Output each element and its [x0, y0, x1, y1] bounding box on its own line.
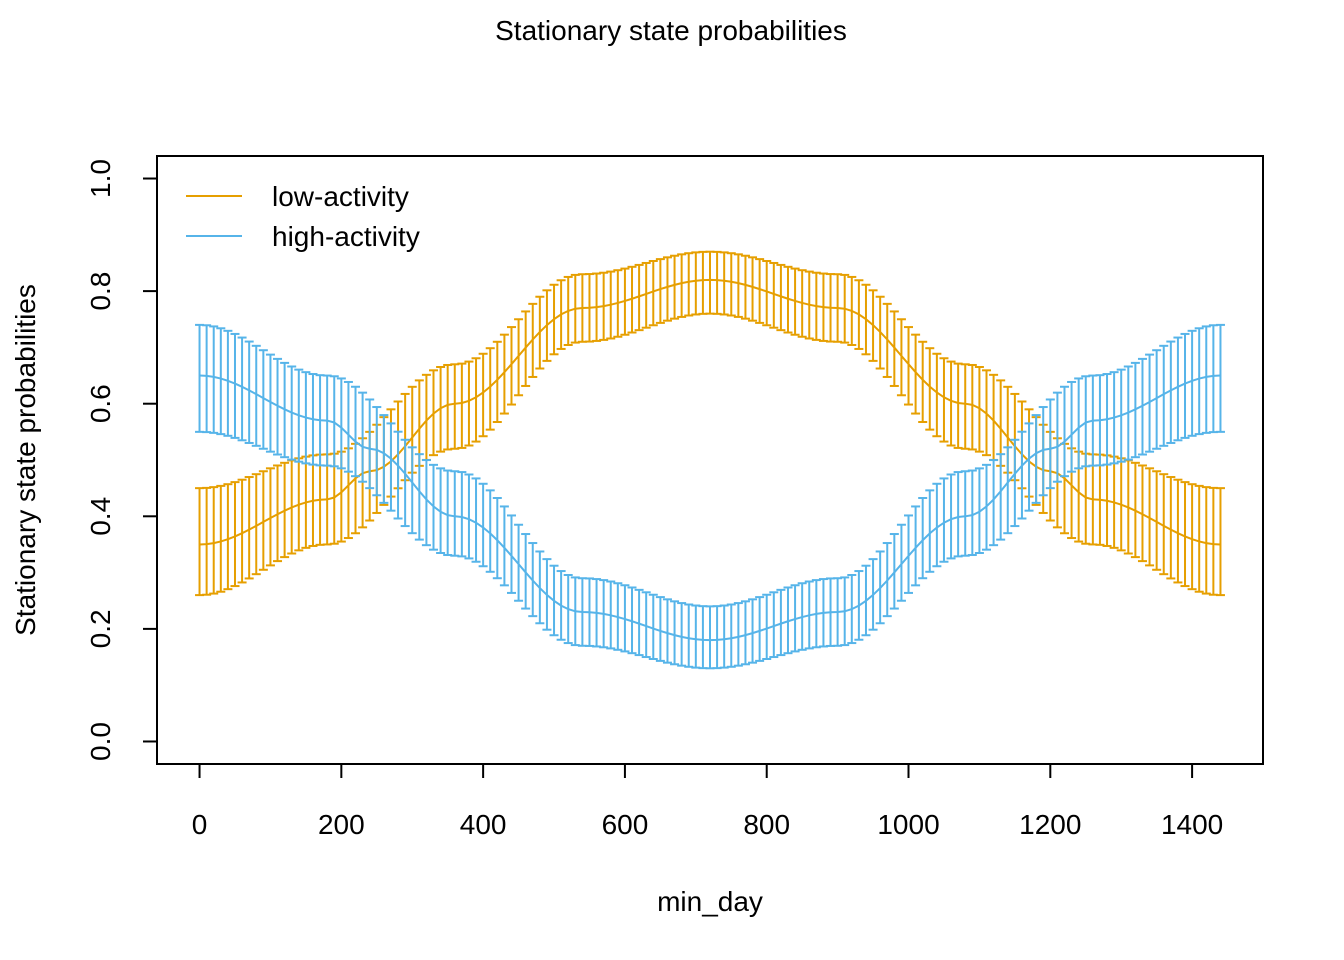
y-tick-label: 0.0 [85, 722, 116, 761]
legend: low-activity high-activity [186, 181, 420, 252]
y-tick-label: 0.4 [85, 497, 116, 536]
y-axis-label: Stationary state probabilities [10, 284, 41, 636]
y-axis: 0.0 0.2 0.4 0.6 0.8 1.0 [85, 159, 158, 761]
series-group-high-activity [195, 323, 1225, 670]
x-tick-label: 1000 [877, 809, 939, 840]
series-line-high-activity [199, 374, 1221, 642]
x-axis-label: min_day [657, 886, 763, 917]
legend-label-low-activity: low-activity [272, 181, 409, 212]
x-tick-label: 1200 [1019, 809, 1081, 840]
y-tick-label: 0.6 [85, 384, 116, 423]
y-tick-label: 0.8 [85, 272, 116, 311]
y-tick-label: 0.2 [85, 609, 116, 648]
x-tick-label: 1400 [1161, 809, 1223, 840]
x-tick-label: 400 [460, 809, 507, 840]
series-group-low-activity [195, 250, 1225, 597]
x-tick-label: 800 [743, 809, 790, 840]
x-tick-label: 200 [318, 809, 365, 840]
series-line-low-activity [199, 278, 1221, 546]
legend-label-high-activity: high-activity [272, 221, 420, 252]
series-layer [195, 250, 1225, 670]
x-axis: 0 200 400 600 800 1000 1200 1400 [192, 763, 1223, 840]
y-tick-label: 1.0 [85, 159, 116, 198]
x-tick-label: 0 [192, 809, 208, 840]
x-tick-label: 600 [602, 809, 649, 840]
chart-title: Stationary state probabilities [495, 15, 847, 46]
